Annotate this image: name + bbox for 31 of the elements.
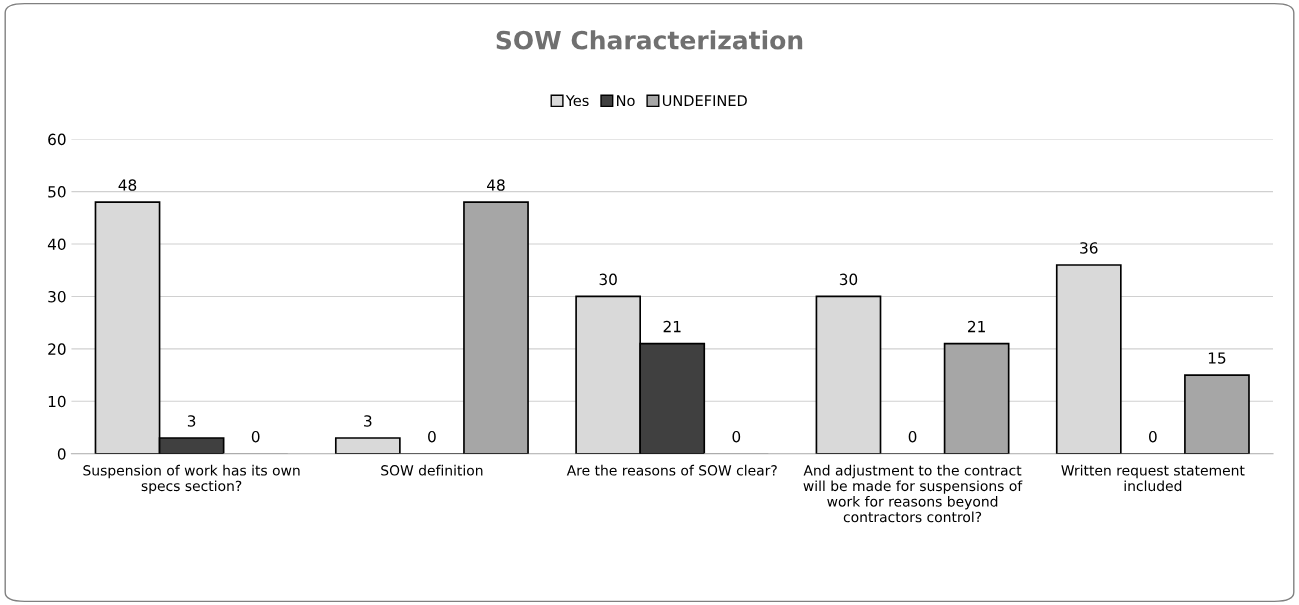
y-tick-label: 20 — [48, 343, 66, 355]
data-label: 3 — [187, 415, 196, 427]
chart-title: SOW Characterization — [496, 30, 803, 50]
y-tick-label: 0 — [57, 448, 66, 460]
data-label: 21 — [968, 320, 985, 333]
x-tick-label: And adjustment to the contract will be made for suspensions of work for reasons beyond contractors control? — [803, 464, 1023, 523]
y-tick-label: 50 — [48, 186, 66, 198]
data-label: 48 — [118, 179, 137, 191]
y-tick-label: 40 — [47, 238, 66, 251]
legend-label: Yes — [565, 95, 589, 107]
data-label: 0 — [428, 430, 436, 443]
data-label: 30 — [839, 273, 858, 286]
legend-label: UNDEFINED — [662, 95, 747, 107]
y-tick-label: 10 — [48, 395, 66, 408]
data-label: 48 — [487, 179, 505, 191]
x-tick-label: Are the reasons of SOW clear? — [566, 464, 777, 476]
data-label: 0 — [732, 430, 741, 443]
x-tick-label: Written request statement included — [1061, 464, 1245, 492]
legend-label: No — [617, 95, 635, 107]
x-tick-label: SOW definition — [381, 464, 483, 476]
data-label: 21 — [663, 320, 681, 333]
x-tick-label: Suspension of work has its own specs section? — [83, 464, 300, 494]
data-label: 0 — [1149, 430, 1157, 443]
data-label: 0 — [251, 430, 260, 443]
data-label: 36 — [1080, 242, 1098, 254]
data-label: 15 — [1208, 352, 1226, 364]
y-tick-label: 30 — [48, 290, 66, 303]
data-label: 30 — [599, 273, 617, 286]
y-tick-label: 60 — [48, 133, 66, 146]
data-label: 3 — [364, 415, 372, 427]
data-label: 0 — [908, 430, 917, 443]
